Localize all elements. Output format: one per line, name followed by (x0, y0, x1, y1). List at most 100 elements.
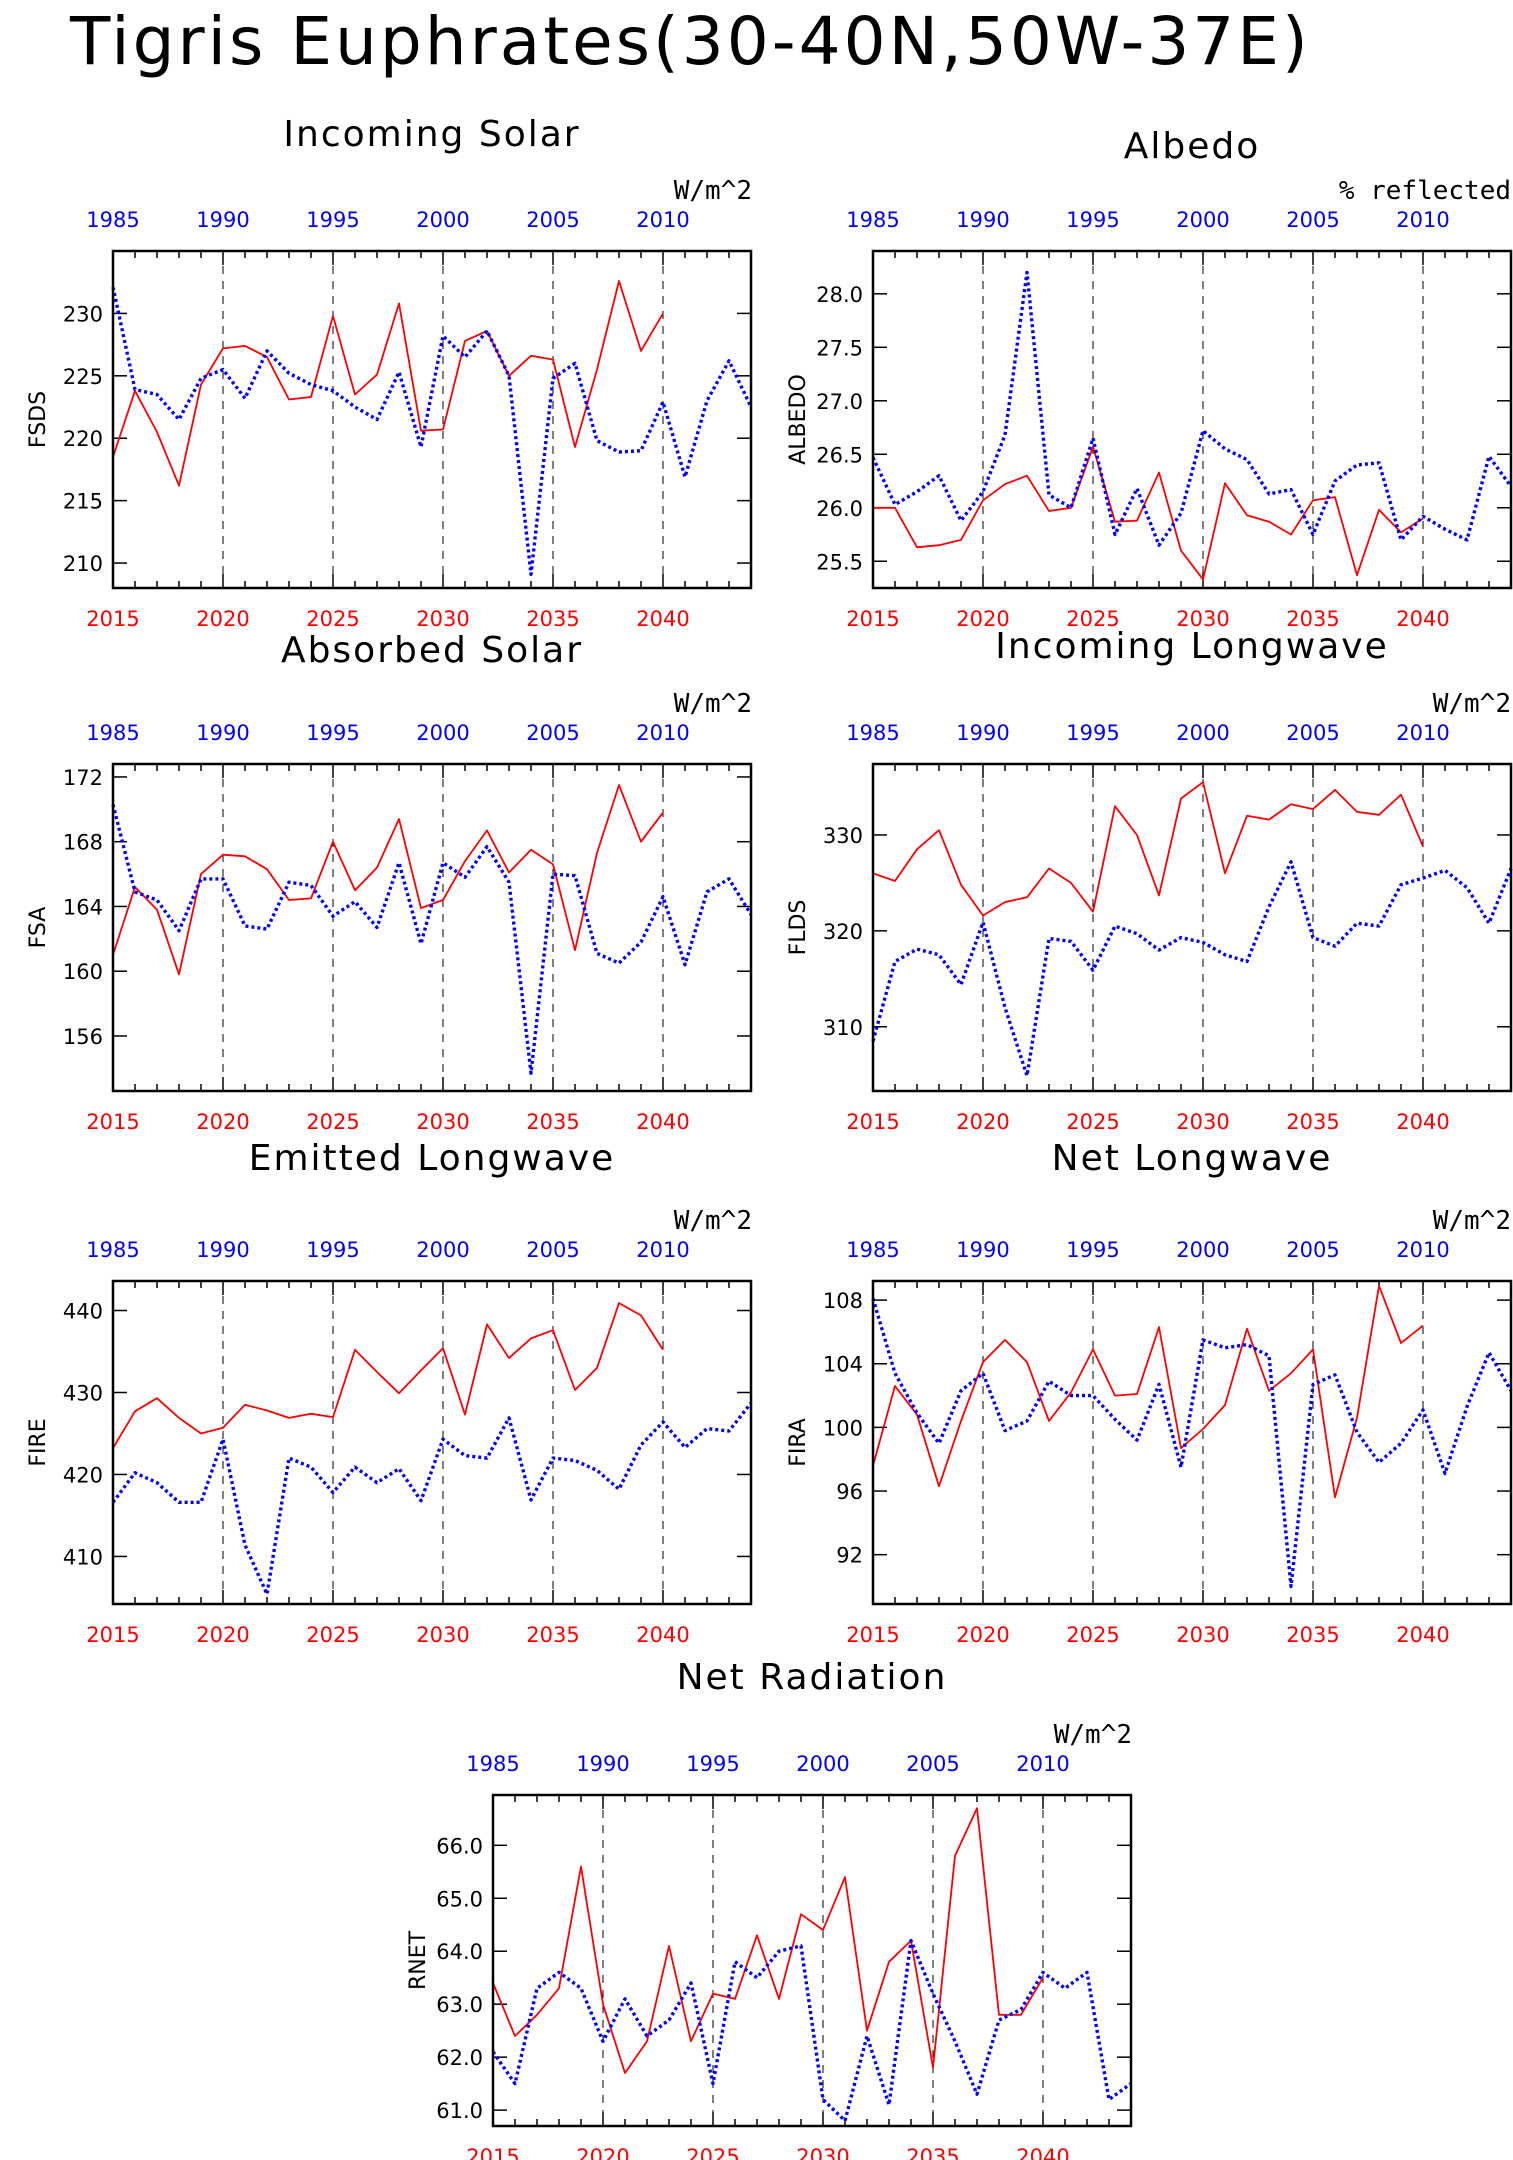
series-line-blue (111, 286, 753, 576)
x-tick-label-top: 1985 (846, 721, 899, 745)
x-tick-label-top: 2000 (416, 208, 469, 232)
x-tick-label-bottom: 2040 (636, 607, 689, 631)
x-tick-label-bottom: 2040 (636, 1110, 689, 1134)
x-tick-label-top: 2000 (1176, 208, 1229, 232)
y-tick-label: 92 (836, 1544, 863, 1568)
x-tick-label-top: 2005 (906, 1752, 959, 1776)
y-tick-label: 108 (823, 1289, 863, 1313)
y-tick-label: 320 (823, 920, 863, 944)
x-tick-label-top: 2010 (636, 1238, 689, 1262)
x-tick-label-top: 1990 (196, 208, 249, 232)
panel-title: Albedo (1124, 126, 1261, 167)
x-tick-label-bottom: 2025 (1066, 1110, 1119, 1134)
x-tick-label-bottom: 2040 (636, 1623, 689, 1647)
x-tick-label-bottom: 2015 (846, 1110, 899, 1134)
chart-panel-incoming-solar: Incoming Solar W/m^2 2015 2020 2025 2030 2035 2… (26, 114, 753, 631)
y-axis-label: FLDS (786, 900, 811, 956)
plot-frame (111, 762, 753, 1093)
y-tick-label: 65.0 (436, 1887, 483, 1911)
units-label: W/m^2 (674, 689, 752, 719)
x-tick-label-top: 1995 (686, 1752, 739, 1776)
series-line-red (872, 781, 1424, 917)
plot-frame (871, 762, 1513, 1093)
panel-title: Net Radiation (677, 1657, 948, 1698)
series-line-blue (871, 860, 1513, 1078)
x-tick-label-top: 2005 (1286, 1238, 1339, 1262)
y-tick-label: 410 (63, 1545, 103, 1569)
plot-frame (111, 249, 753, 590)
y-tick-label: 160 (63, 960, 103, 984)
y-tick-label: 104 (823, 1353, 863, 1377)
y-tick-label: 330 (823, 824, 863, 848)
series-line-blue (111, 1402, 753, 1596)
x-tick-label-bottom: 2020 (196, 1110, 249, 1134)
x-tick-label-bottom: 2015 (846, 607, 899, 631)
x-tick-label-bottom: 2015 (86, 607, 139, 631)
x-tick-label-top: 2000 (416, 1238, 469, 1262)
x-tick-label-bottom: 2040 (1396, 1623, 1449, 1647)
y-tick-label: 96 (836, 1480, 863, 1504)
y-axis-label: ALBEDO (786, 374, 811, 465)
units-label: W/m^2 (1433, 689, 1511, 719)
series-line-red (112, 784, 664, 976)
x-tick-label-top: 1985 (86, 208, 139, 232)
y-tick-label: 26.5 (816, 443, 863, 467)
x-tick-label-bottom: 2040 (1016, 2145, 1069, 2160)
x-tick-label-top: 1995 (1066, 721, 1119, 745)
panel-title: Absorbed Solar (281, 630, 583, 671)
y-axis-label: FSA (26, 907, 51, 949)
series-line-blue (871, 1298, 1513, 1589)
x-tick-label-bottom: 2030 (1176, 1110, 1229, 1134)
series-line-blue (491, 1938, 1132, 2123)
y-tick-label: 25.5 (816, 550, 863, 574)
x-tick-label-bottom: 2030 (416, 1110, 469, 1134)
x-tick-label-top: 2000 (416, 721, 469, 745)
x-tick-label-bottom: 2015 (86, 1110, 139, 1134)
plot-frame (111, 1279, 753, 1606)
y-tick-label: 310 (823, 1016, 863, 1040)
x-tick-label-top: 1995 (306, 1238, 359, 1262)
panel-title: Emitted Longwave (249, 1138, 616, 1179)
x-tick-label-top: 1985 (846, 1238, 899, 1262)
x-tick-label-top: 1995 (306, 208, 359, 232)
x-tick-label-top: 1985 (846, 208, 899, 232)
panel-title: Net Longwave (1052, 1138, 1333, 1179)
y-tick-label: 210 (63, 552, 103, 576)
y-tick-label: 220 (63, 427, 103, 451)
panel-title: Incoming Solar (283, 114, 580, 155)
x-tick-label-bottom: 2035 (526, 607, 579, 631)
x-tick-label-bottom: 2030 (1176, 1623, 1229, 1647)
x-tick-label-bottom: 2025 (686, 2145, 739, 2160)
x-tick-label-top: 2010 (1396, 1238, 1449, 1262)
y-axis-label: RNET (406, 1930, 431, 1990)
chart-panel-absorbed-solar: Absorbed Solar W/m^2 2015 2020 2025 2030 2035 2… (26, 630, 753, 1134)
x-tick-label-top: 2005 (526, 208, 579, 232)
x-tick-label-top: 2005 (526, 1238, 579, 1262)
x-tick-label-top: 1985 (466, 1752, 519, 1776)
x-tick-label-bottom: 2020 (576, 2145, 629, 2160)
x-tick-label-top: 2000 (1176, 1238, 1229, 1262)
y-axis-label: FIRA (786, 1418, 811, 1467)
y-tick-label: 215 (63, 490, 103, 514)
x-tick-label-top: 2005 (1286, 721, 1339, 745)
y-tick-label: 26.0 (816, 497, 863, 521)
x-tick-label-top: 2010 (1396, 208, 1449, 232)
x-tick-label-top: 2005 (1286, 208, 1339, 232)
x-tick-label-top: 1990 (956, 721, 1009, 745)
series-line-red (873, 445, 1424, 581)
x-tick-label-top: 1990 (956, 1238, 1009, 1262)
series-line-red (112, 1302, 664, 1449)
series-line-blue (871, 270, 1513, 547)
plot-frame (491, 1793, 1133, 2128)
x-tick-label-top: 1990 (196, 721, 249, 745)
x-tick-label-bottom: 2035 (1286, 1623, 1339, 1647)
chart-panel-albedo: Albedo % reflected 2015 2020 2025 2030 2035 204… (786, 126, 1513, 631)
y-axis-label: FSDS (26, 391, 51, 448)
y-tick-label: 66.0 (436, 1834, 483, 1858)
series-line-blue (111, 804, 753, 1075)
x-tick-label-bottom: 2020 (956, 1110, 1009, 1134)
x-tick-label-bottom: 2025 (1066, 607, 1119, 631)
x-tick-label-bottom: 2025 (306, 1623, 359, 1647)
x-tick-label-top: 1995 (1066, 1238, 1119, 1262)
